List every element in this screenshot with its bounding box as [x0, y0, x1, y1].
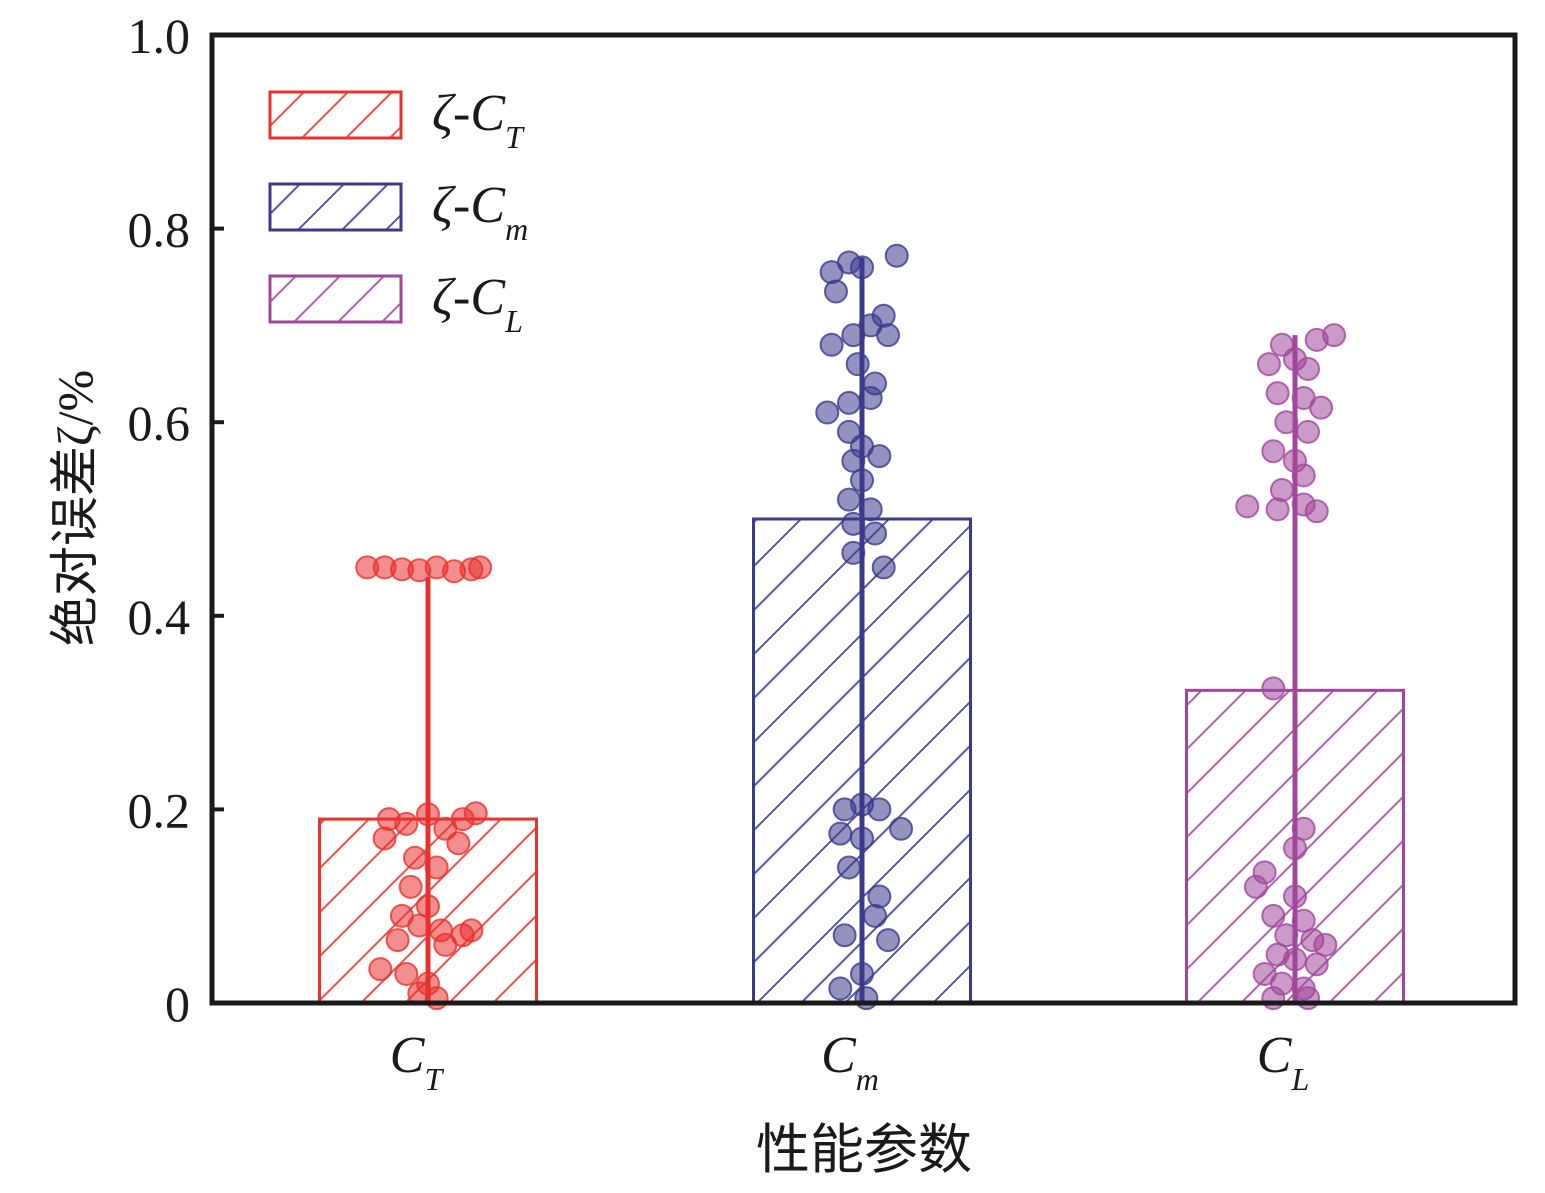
data-point: [863, 521, 888, 546]
data-point: [836, 390, 861, 415]
data-point: [1265, 497, 1290, 522]
data-point: [1261, 676, 1286, 701]
legend-swatch: [268, 90, 403, 140]
data-point: [1283, 947, 1307, 972]
data-point: [863, 903, 888, 928]
legend-label: ζ-Cm: [432, 177, 528, 247]
data-point: [1313, 932, 1338, 957]
data-point: [828, 821, 853, 846]
y-tick-label: 0.4: [128, 589, 191, 645]
data-point: [1296, 356, 1321, 381]
legend-item-1: ζ-CT: [268, 85, 525, 155]
data-point: [402, 845, 427, 870]
data-point: [850, 826, 874, 851]
data-point: [459, 918, 484, 943]
data-point: [394, 811, 419, 836]
data-point: [1261, 903, 1286, 928]
data-point: [1235, 494, 1260, 519]
data-point: [407, 913, 432, 938]
data-point: [398, 874, 423, 899]
data-point: [1243, 874, 1268, 899]
data-point: [845, 352, 870, 377]
data-point: [876, 323, 901, 348]
data-point: [1265, 381, 1290, 406]
data-point: [372, 826, 397, 851]
data-point: [823, 279, 848, 304]
data-point: [836, 487, 861, 512]
y-tick-label: 0.6: [128, 395, 191, 451]
data-point: [446, 831, 471, 856]
data-point: [841, 511, 866, 536]
data-point: [1309, 395, 1334, 420]
data-point: [832, 923, 857, 948]
x-axis: CT Cm CL: [390, 1027, 1309, 1097]
data-point: [1274, 410, 1299, 435]
data-point: [850, 961, 874, 986]
y-tick-label: 0.2: [128, 782, 191, 838]
data-point: [385, 928, 410, 953]
data-point: [841, 540, 866, 565]
x-tick-label: CT: [390, 1027, 445, 1097]
data-point: [1291, 908, 1316, 933]
x-tick-label: Cm: [821, 1027, 879, 1097]
data-point: [819, 332, 844, 357]
data-point: [468, 555, 493, 580]
legend-swatch: [268, 182, 403, 232]
data-point: [1269, 477, 1294, 502]
data-point: [463, 801, 488, 826]
data-point: [850, 255, 874, 280]
data-point: [850, 468, 874, 493]
y-tick-label: 0: [165, 976, 190, 1032]
data-point: [836, 855, 861, 880]
data-point: [1296, 986, 1321, 1011]
data-point: [1261, 986, 1286, 1011]
data-point: [1261, 439, 1286, 464]
y-tick-label: 0.8: [128, 202, 191, 258]
data-point: [854, 986, 879, 1011]
data-point: [1283, 836, 1307, 861]
data-point: [867, 797, 892, 822]
data-point: [1304, 952, 1329, 977]
legend-swatch: [268, 274, 403, 324]
data-point: [416, 802, 440, 827]
data-point: [416, 894, 440, 919]
data-point: [1296, 419, 1321, 444]
data-point: [368, 957, 393, 982]
data-point: [867, 884, 892, 909]
legend-item-3: ζ-CL: [268, 269, 523, 339]
data-point: [876, 928, 901, 953]
y-tick-label: 1.0: [128, 8, 191, 64]
legend-item-2: ζ-Cm: [268, 177, 528, 247]
data-point: [1291, 463, 1316, 488]
data-point: [815, 400, 840, 425]
x-tick-label: CL: [1257, 1027, 1309, 1097]
data-point: [424, 986, 449, 1011]
y-axis-label: 绝对误差ζ/%: [47, 370, 103, 646]
data-point: [1256, 352, 1281, 377]
data-point: [884, 243, 909, 268]
data-point: [841, 448, 866, 473]
plot-frame: [209, 32, 1518, 1006]
data-point: [867, 444, 892, 469]
data-point: [858, 386, 883, 410]
legend-label: ζ-CT: [432, 85, 525, 155]
x-axis-label: 性能参数: [756, 1120, 972, 1180]
data-point: [1304, 499, 1329, 524]
data-point: [424, 855, 449, 880]
data-point: [1291, 816, 1316, 841]
data-point: [1274, 923, 1299, 948]
legend-label: ζ-CL: [432, 269, 523, 339]
data-point: [1283, 884, 1307, 909]
data-point: [889, 816, 914, 841]
data-point: [871, 555, 896, 580]
data-point: [433, 932, 458, 957]
data-point: [858, 497, 883, 522]
data-point: [828, 976, 853, 1001]
legend: ζ-CT ζ-Cm ζ-CL: [268, 85, 528, 339]
data-point: [1322, 323, 1347, 348]
scatter-points-layer: [355, 243, 1347, 1011]
y-axis: 0 0.2 0.4 0.6 0.8 1.0: [128, 8, 224, 1032]
data-point: [394, 961, 419, 986]
